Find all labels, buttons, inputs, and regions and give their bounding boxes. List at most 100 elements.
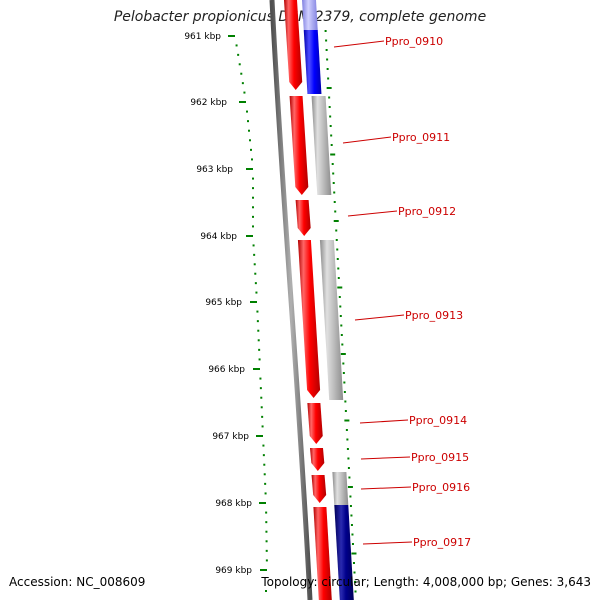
minor-tick [247,120,249,123]
kbp-label: 969 kbp [215,566,252,576]
gene-label[interactable]: Ppro_0916 [412,481,470,494]
gene-label[interactable]: Ppro_0910 [385,35,443,48]
minor-tick [265,549,268,552]
minor-tick [343,381,346,384]
minor-tick [256,320,259,323]
minor-tick [240,72,243,75]
minor-tick [246,110,248,113]
minor-tick [336,248,339,251]
minor-tick [252,177,254,180]
kbp-label: 966 kbp [208,365,245,375]
minor-tick [241,82,244,85]
minor-tick [253,263,256,266]
minor-tick [265,590,267,592]
minor-tick [339,305,342,308]
minor-tick [349,505,352,507]
minor-tick [260,406,263,409]
minor-tick [237,53,240,56]
minor-tick [339,315,342,317]
minor-tick [252,196,254,199]
minor-tick [252,206,254,209]
gene-label[interactable]: Ppro_0912 [398,205,456,218]
minor-tick [265,559,268,562]
feature-light-blue [302,0,318,30]
cds-forward-arrow [311,475,327,503]
major-tick [246,235,253,237]
gene-leader-line [354,314,405,321]
minor-tick [254,282,257,285]
major-tick [259,502,266,504]
minor-tick [265,530,268,533]
gene-label[interactable]: Ppro_0914 [409,414,467,427]
position-ticks [228,30,357,593]
minor-tick [340,334,343,336]
minor-tick [265,521,268,524]
minor-tick [337,277,340,279]
minor-tick [354,590,357,593]
gene-leader-line [359,419,409,424]
gene-leader-line [333,40,385,48]
minor-tick [348,476,351,479]
minor-tick [257,329,260,332]
minor-tick [338,296,341,298]
minor-tick [327,77,330,80]
minor-tick [333,201,336,203]
minor-tick [252,215,254,218]
feature-dark-blue [334,505,354,600]
minor-tick [252,225,254,228]
minor-tick [329,115,332,118]
accession-label: Accession: NC_008609 [9,575,146,589]
cds-forward-arrow [289,96,309,195]
minor-tick [255,291,258,294]
kbp-label: 963 kbp [196,165,233,175]
minor-tick [326,68,329,70]
minor-tick [351,533,354,536]
minor-tick [252,187,254,190]
minor-tick [264,482,267,485]
gene-leader-line [362,541,413,545]
kbp-label: 961 kbp [184,32,221,42]
minor-tick [324,30,327,32]
minor-tick [342,372,345,374]
minor-tick [325,39,328,42]
minor-tick [263,463,266,466]
minor-tick [328,106,331,108]
gene-label[interactable]: Ppro_0911 [392,131,450,144]
minor-tick [261,415,264,418]
minor-tick [347,467,350,469]
minor-tick [325,49,328,51]
gene-label[interactable]: Ppro_0915 [411,451,469,464]
gene-leader-line [342,136,392,144]
major-tick [250,301,257,303]
minor-tick [265,540,268,543]
minor-tick [259,387,262,390]
minor-tick [261,425,264,428]
minor-tick [344,400,347,403]
minor-tick [346,438,349,441]
minor-tick [235,44,238,47]
genome-summary: Topology: circular; Length: 4,008,000 bp… [261,575,591,589]
minor-tick [353,571,356,574]
feature-gray [319,240,344,400]
major-tick [228,35,235,37]
minor-tick [353,581,356,583]
minor-tick [258,358,261,361]
gene-label[interactable]: Ppro_0917 [413,536,471,549]
major-tick [330,153,336,156]
minor-tick [263,473,266,476]
major-tick [256,435,263,437]
minor-tick [264,492,267,495]
minor-tick [352,562,355,564]
gene-label[interactable]: Ppro_0913 [405,309,463,322]
gene-features [284,0,354,600]
kbp-label: 965 kbp [205,298,242,308]
major-tick [326,87,332,89]
minor-tick [250,148,252,151]
minor-tick [249,139,251,142]
kbp-labels: 961 kbp 962 kbp 963 kbp 964 kbp 965 kbp 966 k… [184,32,252,576]
minor-tick [258,348,261,351]
minor-tick [335,229,338,232]
minor-tick [345,429,348,431]
minor-tick [351,543,354,545]
cds-forward-arrow [307,403,323,444]
